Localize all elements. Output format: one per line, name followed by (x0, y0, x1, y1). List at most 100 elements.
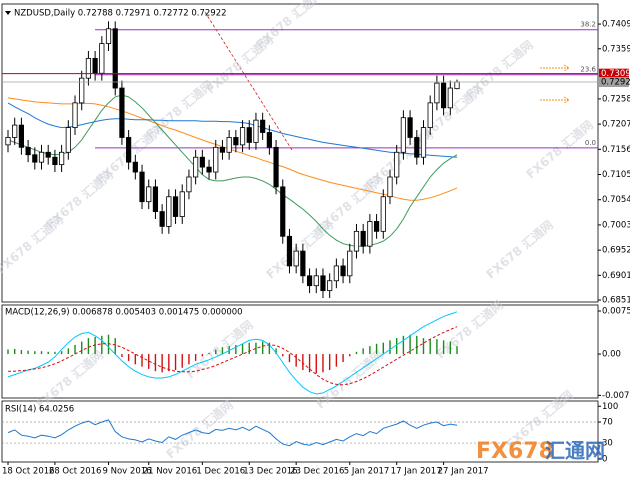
candle-body (105, 28, 112, 44)
candle-body (414, 137, 420, 158)
candle-body (38, 151, 45, 163)
arrow (540, 64, 570, 72)
candle-body (5, 137, 11, 146)
histogram-bar (14, 348, 16, 355)
trend-line (204, 11, 293, 151)
histogram-bar (127, 354, 130, 361)
histogram-bar (429, 339, 431, 355)
x-tick-label: 23 Dec 2016 (290, 467, 344, 477)
candle-body (139, 171, 145, 203)
y-tick-label: 0.73595 (602, 44, 630, 54)
candle-body (159, 211, 165, 227)
candle-body (454, 81, 460, 90)
series-line (7, 311, 458, 395)
histogram-bar (355, 351, 358, 355)
candle-body (85, 58, 92, 79)
x-tick-label: 18 Oct 2016 (2, 467, 55, 477)
fib-label: 38.2 (580, 21, 596, 29)
candle-body (427, 102, 433, 128)
y-tick-label: 100 (602, 402, 618, 412)
fib-label: 0.0 (585, 139, 596, 147)
candle-body (387, 176, 393, 198)
histogram-bar (248, 342, 250, 355)
x-tick-label: 17 Jan 2017 (391, 467, 442, 477)
histogram-bar (449, 341, 451, 355)
histogram-bar (369, 346, 371, 355)
histogram-bar (335, 354, 338, 367)
candle-body (132, 161, 138, 173)
histogram-bar (315, 354, 317, 374)
histogram-bar (168, 354, 170, 372)
histogram-bar (362, 348, 364, 355)
candle-body (293, 250, 299, 267)
x-tick-label: 27 Jan 2017 (438, 467, 489, 477)
histogram-bar (282, 354, 284, 357)
histogram-bar (261, 341, 264, 355)
candle-body (18, 124, 25, 148)
histogram-bar (375, 343, 378, 355)
histogram-bar (101, 335, 103, 355)
histogram-bar (188, 354, 190, 365)
histogram-bar (7, 349, 9, 355)
histogram-bar (288, 354, 291, 363)
histogram-bar (107, 334, 110, 355)
candle-body (112, 28, 118, 89)
histogram-bar (148, 354, 150, 369)
candle-body (394, 151, 400, 178)
candle-body (99, 43, 105, 74)
price-tag (599, 77, 629, 88)
candle-body (32, 154, 38, 163)
x-tick-label: 9 Nov 2016 (103, 467, 152, 477)
candle-body (206, 166, 212, 173)
candle-body (373, 221, 380, 232)
candle-body (152, 186, 159, 212)
histogram-bar (382, 342, 384, 355)
candle-body (286, 235, 293, 267)
histogram-bar (409, 334, 411, 355)
candle-body (434, 82, 440, 104)
candle-body (447, 87, 453, 109)
histogram-bar (456, 346, 458, 355)
candle-body (327, 280, 333, 292)
y-tick-label: 30 (602, 439, 613, 449)
y-tick-label: 70 (602, 418, 613, 428)
histogram-bar (60, 351, 63, 355)
level-label: 0.73091 (601, 69, 630, 79)
histogram-bar (342, 354, 344, 363)
x-tick-label: 1 Dec 2016 (196, 467, 245, 477)
histogram-bar (154, 354, 157, 372)
candle-body (367, 221, 373, 247)
candle-body (320, 275, 326, 292)
y-tick-label: -0.007236 (602, 391, 630, 401)
candle-body (186, 176, 192, 193)
histogram-bar (308, 354, 311, 373)
candle-body (300, 250, 306, 277)
histogram-bar (114, 338, 116, 355)
candle-body (219, 146, 226, 153)
histogram-bar (241, 343, 244, 355)
candle-body (246, 127, 252, 143)
y-tick-label: 0.00 (602, 350, 621, 360)
candle-body (146, 186, 152, 203)
histogram-bar (161, 354, 163, 373)
candle-body (380, 196, 386, 232)
histogram-bar (235, 344, 237, 355)
series-line (7, 102, 458, 158)
candle-body (65, 127, 71, 153)
level-tag (599, 68, 629, 79)
histogram-bar (87, 338, 90, 355)
histogram-bar (174, 354, 177, 371)
candle-body (226, 137, 232, 153)
arrow (540, 96, 570, 104)
histogram-bar (40, 351, 43, 355)
histogram-bar (47, 351, 49, 355)
histogram-bar (402, 335, 405, 355)
candle-body (59, 151, 65, 166)
